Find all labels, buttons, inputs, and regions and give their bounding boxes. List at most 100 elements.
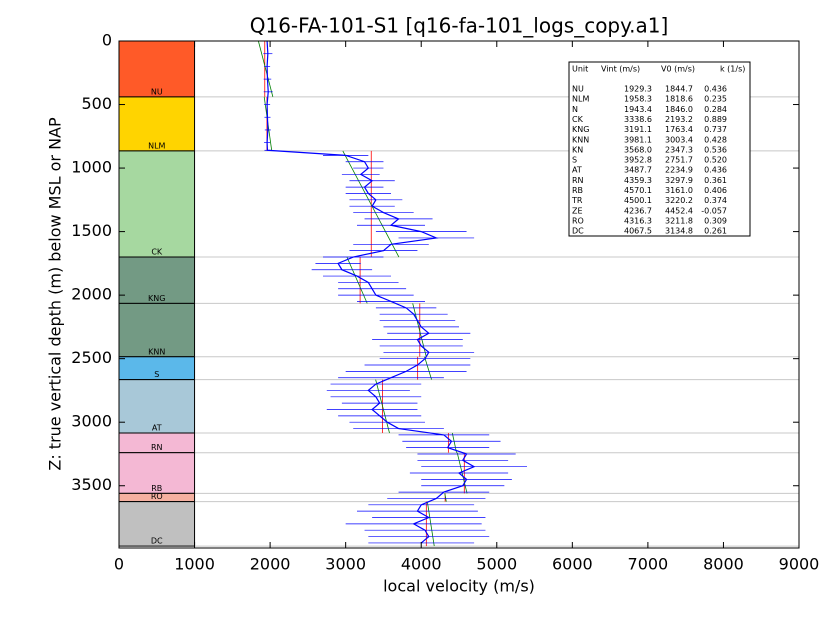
layer-label: RN bbox=[151, 443, 163, 452]
table-cell: RN bbox=[572, 176, 584, 185]
table-cell: KN bbox=[572, 145, 583, 154]
table-cell: NU bbox=[572, 85, 584, 94]
table-cell: 0.889 bbox=[704, 115, 727, 124]
x-tick-label: 2000 bbox=[250, 555, 291, 574]
table-cell: N bbox=[572, 105, 578, 114]
table-cell: S bbox=[572, 156, 577, 165]
layer-block bbox=[118, 40, 196, 98]
x-tick-label: 1000 bbox=[174, 555, 215, 574]
layer-label: S bbox=[154, 370, 159, 379]
table-cell: 1929.3 bbox=[624, 85, 652, 94]
y-tick-label: 3500 bbox=[71, 475, 112, 494]
table-cell: DC bbox=[572, 227, 584, 236]
table-header: V0 (m/s) bbox=[661, 65, 695, 74]
table-cell: RB bbox=[572, 186, 583, 195]
x-tick-label: 7000 bbox=[628, 555, 669, 574]
velocity-trend bbox=[444, 493, 447, 502]
table-cell: CK bbox=[572, 115, 584, 124]
table-cell: 3220.2 bbox=[665, 196, 693, 205]
x-tick-label: 4000 bbox=[401, 555, 442, 574]
table-cell: 4452.4 bbox=[665, 206, 693, 215]
table-cell: 0.284 bbox=[704, 105, 727, 114]
y-tick-label: 0 bbox=[102, 31, 112, 50]
layer-block bbox=[118, 150, 196, 258]
table-cell: 0.536 bbox=[704, 145, 727, 154]
table-cell: 3134.8 bbox=[665, 227, 693, 236]
table-cell: NLM bbox=[572, 95, 589, 104]
layer-block bbox=[118, 501, 196, 547]
table-cell: 4316.3 bbox=[624, 216, 652, 225]
table-cell: 4359.3 bbox=[624, 176, 652, 185]
table-cell: KNG bbox=[572, 125, 589, 134]
table-cell: 1958.3 bbox=[624, 95, 652, 104]
layer-label: NLM bbox=[148, 141, 165, 150]
y-tick-label: 2500 bbox=[71, 348, 112, 367]
x-tick-label: 3000 bbox=[325, 555, 366, 574]
x-tick-label: 5000 bbox=[476, 555, 517, 574]
table-cell: 0.737 bbox=[704, 125, 727, 134]
table-cell: 3568.0 bbox=[624, 145, 652, 154]
table-cell: 4500.1 bbox=[624, 196, 652, 205]
table-cell: AT bbox=[572, 166, 582, 175]
velocity-log bbox=[266, 40, 476, 544]
x-tick-label: 9000 bbox=[779, 555, 820, 574]
table-cell: 3003.4 bbox=[665, 135, 693, 144]
table-box bbox=[568, 61, 751, 237]
velocity-trend bbox=[257, 40, 274, 98]
table-cell: 3981.1 bbox=[624, 135, 652, 144]
table-cell: TR bbox=[571, 196, 583, 205]
layer-block bbox=[118, 96, 196, 152]
table-header: Unit bbox=[572, 65, 588, 74]
table-cell: 0.520 bbox=[704, 156, 727, 165]
y-tick-label: 1000 bbox=[71, 158, 112, 177]
table-cell: 4570.1 bbox=[624, 186, 652, 195]
table-cell: 1943.4 bbox=[624, 105, 652, 114]
x-tick-label: 0 bbox=[114, 555, 124, 574]
layer-block bbox=[118, 256, 196, 304]
table-cell: 3211.8 bbox=[665, 216, 693, 225]
layer-block bbox=[118, 452, 196, 494]
table-header: Vint (m/s) bbox=[601, 65, 640, 74]
chart-title: Q16-FA-101-S1 [q16-fa-101_logs_copy.a1] bbox=[250, 14, 669, 38]
y-axis-label: Z: true vertical depth (m) below MSL or … bbox=[46, 117, 65, 471]
table-cell: 0.309 bbox=[704, 216, 727, 225]
layer-label: NU bbox=[151, 87, 163, 96]
table-cell: ZE bbox=[572, 206, 583, 215]
layer-label: CK bbox=[151, 248, 163, 257]
layer-block bbox=[118, 302, 196, 358]
table-cell: RO bbox=[572, 216, 584, 225]
table-cell: 4067.5 bbox=[624, 227, 652, 236]
layer-block bbox=[118, 379, 196, 434]
table-cell: 1763.4 bbox=[665, 125, 693, 134]
y-tick-label: 500 bbox=[81, 94, 112, 113]
layer-label: KNG bbox=[148, 294, 165, 303]
table-cell: 0.374 bbox=[704, 196, 727, 205]
table-cell: 1818.6 bbox=[665, 95, 693, 104]
table-cell: 2751.7 bbox=[665, 156, 693, 165]
y-tick-label: 3000 bbox=[71, 412, 112, 431]
velocity-trend bbox=[451, 432, 457, 453]
table-cell: 0.406 bbox=[704, 186, 727, 195]
layer-label: RO bbox=[151, 492, 163, 501]
x-tick-label: 6000 bbox=[552, 555, 593, 574]
table-cell: 0.235 bbox=[704, 95, 727, 104]
table-cell: 3191.1 bbox=[624, 125, 652, 134]
table-cell: KNN bbox=[572, 135, 589, 144]
plot-frame bbox=[118, 40, 800, 549]
table-cell: 0.361 bbox=[704, 176, 727, 185]
velocity-trend bbox=[375, 379, 390, 434]
table-cell: 2234.9 bbox=[665, 166, 693, 175]
table-cell: 3161.0 bbox=[665, 186, 693, 195]
table-cell: 3487.7 bbox=[624, 166, 652, 175]
table-cell: 1844.7 bbox=[665, 85, 693, 94]
layer-label: KNN bbox=[148, 347, 165, 356]
table-header: k (1/s) bbox=[720, 65, 745, 74]
layer-label: DC bbox=[151, 537, 163, 546]
table-cell: 2193.2 bbox=[665, 115, 693, 124]
layer-label: AT bbox=[152, 424, 162, 433]
x-axis-label: local velocity (m/s) bbox=[383, 577, 535, 596]
table-cell: 0.261 bbox=[704, 227, 727, 236]
table-cell: 0.436 bbox=[704, 166, 727, 175]
table-cell: 0.436 bbox=[704, 85, 727, 94]
velocity-trend bbox=[346, 256, 368, 304]
